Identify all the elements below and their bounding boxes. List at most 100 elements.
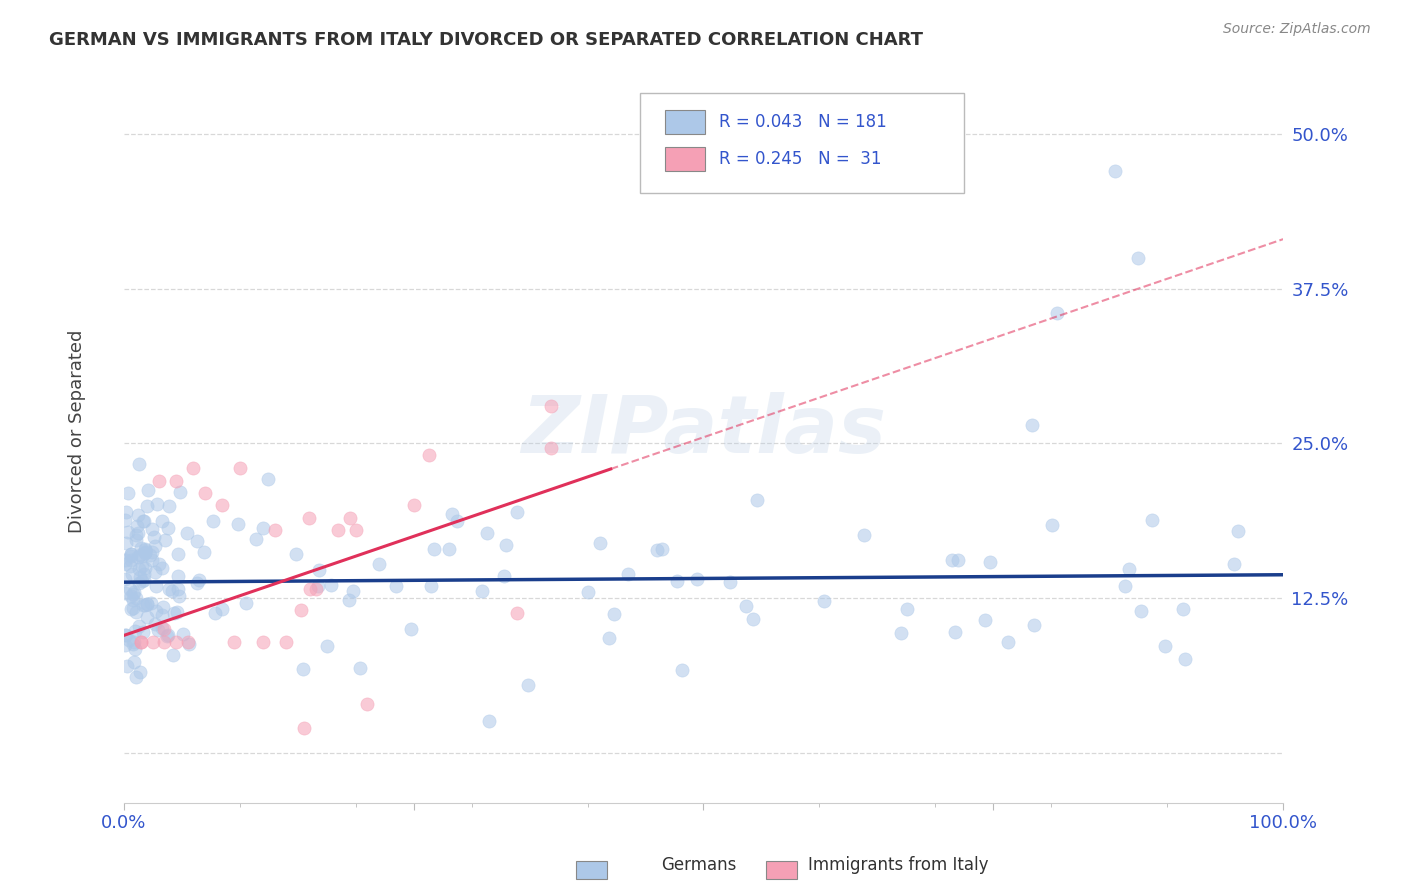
Point bbox=[114, 572, 136, 586]
Point bbox=[1024, 618, 1046, 632]
Point bbox=[134, 599, 156, 613]
Text: Immigrants from Italy: Immigrants from Italy bbox=[808, 855, 988, 873]
Point bbox=[146, 497, 169, 511]
Point bbox=[813, 594, 835, 608]
Point bbox=[974, 613, 997, 627]
Point bbox=[152, 607, 174, 622]
Point bbox=[128, 457, 150, 471]
Point bbox=[1128, 251, 1150, 265]
Point bbox=[211, 602, 233, 616]
Point bbox=[305, 582, 328, 597]
Point bbox=[292, 721, 315, 735]
Point bbox=[540, 441, 562, 455]
Point bbox=[222, 634, 245, 648]
Point bbox=[157, 582, 180, 596]
Point bbox=[125, 518, 148, 533]
Point bbox=[671, 663, 693, 677]
Point bbox=[124, 624, 146, 639]
Point bbox=[166, 582, 188, 596]
Point bbox=[211, 499, 233, 513]
Point bbox=[150, 514, 173, 528]
Point bbox=[284, 547, 307, 561]
Point bbox=[645, 542, 668, 557]
Point bbox=[617, 567, 640, 582]
Point bbox=[342, 584, 364, 599]
Point bbox=[145, 579, 167, 593]
Point bbox=[153, 634, 176, 648]
Point bbox=[156, 521, 179, 535]
Point bbox=[263, 523, 285, 537]
Point bbox=[1040, 518, 1063, 533]
Point bbox=[252, 521, 274, 535]
Point bbox=[129, 549, 152, 563]
Point bbox=[307, 579, 329, 593]
Point bbox=[114, 628, 136, 642]
Point bbox=[235, 596, 257, 610]
Point bbox=[651, 541, 673, 556]
Point bbox=[349, 661, 371, 675]
Point bbox=[129, 634, 152, 648]
Point bbox=[150, 621, 173, 635]
Point bbox=[142, 634, 165, 648]
Point bbox=[420, 579, 443, 593]
Point bbox=[128, 665, 150, 680]
Point bbox=[124, 635, 146, 649]
Point bbox=[141, 545, 163, 559]
Point bbox=[142, 530, 165, 544]
Point bbox=[115, 659, 138, 673]
Point bbox=[339, 510, 361, 524]
Point bbox=[495, 538, 517, 552]
Point bbox=[148, 557, 170, 571]
Point bbox=[315, 640, 337, 654]
Point bbox=[152, 600, 174, 615]
Point bbox=[540, 400, 562, 414]
Point bbox=[125, 605, 148, 619]
Point bbox=[145, 603, 167, 617]
Point bbox=[166, 548, 188, 562]
Point bbox=[131, 558, 153, 573]
Point bbox=[1223, 558, 1246, 572]
Point bbox=[1226, 524, 1249, 538]
Point bbox=[441, 507, 464, 521]
Point bbox=[132, 624, 155, 639]
Point bbox=[128, 619, 150, 633]
Point bbox=[169, 485, 191, 500]
Point bbox=[186, 575, 208, 590]
Point bbox=[1046, 306, 1069, 320]
Point bbox=[187, 573, 209, 587]
Text: Divorced or Separated: Divorced or Separated bbox=[69, 329, 86, 533]
Point bbox=[252, 634, 274, 648]
Point bbox=[120, 559, 142, 574]
Point bbox=[166, 605, 188, 619]
Point bbox=[132, 573, 155, 587]
Point bbox=[402, 499, 425, 513]
Point bbox=[1173, 602, 1195, 616]
Point bbox=[127, 550, 149, 565]
Point bbox=[120, 547, 142, 561]
Point bbox=[118, 633, 141, 648]
Point bbox=[156, 628, 179, 642]
Point bbox=[471, 584, 494, 599]
Point bbox=[506, 505, 529, 519]
Point bbox=[1104, 164, 1126, 178]
Point bbox=[299, 582, 322, 597]
Point bbox=[194, 486, 217, 500]
Point bbox=[117, 486, 139, 500]
Text: GERMAN VS IMMIGRANTS FROM ITALY DIVORCED OR SEPARATED CORRELATION CHART: GERMAN VS IMMIGRANTS FROM ITALY DIVORCED… bbox=[49, 31, 924, 49]
Point bbox=[1130, 604, 1153, 618]
Point bbox=[143, 616, 166, 631]
Point bbox=[193, 545, 215, 559]
Point bbox=[475, 526, 498, 541]
Point bbox=[603, 607, 626, 621]
Point bbox=[685, 572, 707, 586]
Point bbox=[135, 597, 157, 611]
Point bbox=[979, 555, 1001, 569]
Point bbox=[128, 576, 150, 591]
Point bbox=[291, 662, 314, 676]
Point bbox=[718, 574, 741, 589]
Point bbox=[121, 566, 143, 581]
Point bbox=[308, 563, 330, 577]
Text: Source: ZipAtlas.com: Source: ZipAtlas.com bbox=[1223, 22, 1371, 37]
Point bbox=[156, 628, 179, 642]
Point bbox=[125, 533, 148, 547]
